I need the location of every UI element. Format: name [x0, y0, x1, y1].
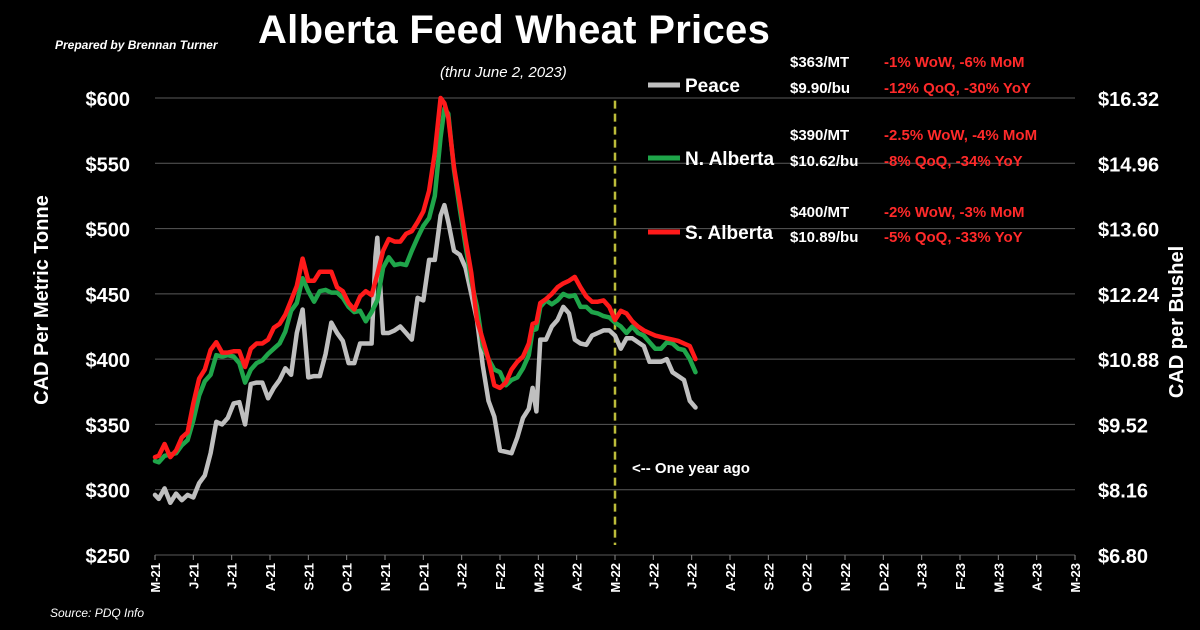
x-tick-label: F-23 [953, 563, 968, 590]
n-alberta-legend-label: N. Alberta [685, 149, 774, 170]
y-tick-label: $300 [86, 481, 131, 503]
peace-series-line [152, 202, 698, 506]
n-alberta-change-short: -2.5% WoW, -4% MoM [884, 127, 1038, 144]
n-alberta-price-mt: $390/MT [790, 127, 850, 144]
x-tick-label: S-22 [761, 563, 776, 590]
y2-tick-label: $10.88 [1098, 350, 1159, 372]
n-alberta-change-long: -8% QoQ, -34% YoY [884, 153, 1023, 170]
n-alberta-annotation-line2: $10.62/bu -8% QoQ, -34% YoY [790, 153, 1023, 170]
x-tick-label: A-21 [263, 563, 278, 591]
x-tick-label: A-22 [723, 563, 738, 591]
peace-change-short: -1% WoW, -6% MoM [884, 54, 1025, 71]
s-alberta-series-line [152, 95, 698, 460]
prepared-by: Prepared by Brennan Turner [55, 38, 218, 52]
x-tick-label: J-22 [646, 563, 661, 589]
peace-change-long: -12% QoQ, -30% YoY [884, 80, 1031, 97]
y-tick-label: $600 [86, 89, 131, 111]
x-tick-label: D-22 [876, 563, 891, 591]
s-alberta-price-mt: $400/MT [790, 204, 850, 221]
x-tick-label: D-21 [416, 563, 431, 591]
peace-legend-label: Peace [685, 76, 740, 97]
chart-subtitle: (thru June 2, 2023) [440, 64, 567, 81]
x-tick-label: N-22 [838, 563, 853, 591]
x-tick-label: M-22 [531, 563, 546, 593]
n-alberta-series-line [152, 106, 698, 465]
x-tick-label: M-22 [608, 563, 623, 593]
x-tick-label: A-23 [1030, 563, 1045, 591]
x-tick-label: J-21 [186, 563, 201, 589]
x-tick-label: J-22 [685, 563, 700, 589]
s-alberta-change-long: -5% QoQ, -33% YoY [884, 229, 1023, 246]
x-tick-label: O-22 [800, 563, 815, 592]
y2-tick-label: $13.60 [1098, 220, 1159, 242]
y-tick-label: $250 [86, 546, 131, 568]
y2-tick-label: $14.96 [1098, 154, 1159, 176]
chart-title: Alberta Feed Wheat Prices [258, 8, 771, 52]
x-tick-label: S-21 [301, 563, 316, 590]
x-tick-label: J-23 [915, 563, 930, 589]
y2-tick-label: $16.32 [1098, 89, 1159, 111]
x-tick-label: A-22 [570, 563, 585, 591]
peace-annotation-line1: $363/MT -1% WoW, -6% MoM [790, 54, 1025, 71]
one-year-ago-label: <-- One year ago [632, 460, 750, 477]
y2-tick-label: $8.16 [1098, 481, 1148, 503]
y-axis-title: CAD Per Metric Tonne [31, 195, 53, 405]
peace-price-mt: $363/MT [790, 54, 850, 71]
y2-axis-title: CAD per Bushel [1166, 246, 1188, 398]
x-tick-label: O-21 [340, 563, 355, 592]
n-alberta-annotation-line1: $390/MT -2.5% WoW, -4% MoM [790, 127, 1037, 144]
x-tick-label: F-22 [493, 563, 508, 590]
y2-tick-label: $9.52 [1098, 415, 1148, 437]
peace-annotation-line2: $9.90/bu -12% QoQ, -30% YoY [790, 80, 1031, 97]
y-tick-label: $450 [86, 285, 131, 307]
y2-tick-label: $12.24 [1098, 285, 1160, 307]
x-tick-label: M-21 [148, 563, 163, 593]
x-tick-label: J-22 [455, 563, 470, 589]
y2-tick-label: $6.80 [1098, 546, 1148, 568]
x-tick-label: M-23 [991, 563, 1006, 593]
y-tick-label: $500 [86, 220, 131, 242]
x-tick-label: J-21 [225, 563, 240, 589]
x-tick-label: M-23 [1068, 563, 1083, 593]
n-alberta-price-bu: $10.62/bu [790, 153, 859, 170]
source-note: Source: PDQ Info [50, 606, 145, 620]
peace-price-bu: $9.90/bu [790, 80, 851, 97]
y-tick-label: $350 [86, 415, 131, 437]
s-alberta-annotation-line1: $400/MT -2% WoW, -3% MoM [790, 204, 1025, 221]
s-alberta-annotation-line2: $10.89/bu -5% QoQ, -33% YoY [790, 229, 1023, 246]
s-alberta-legend-label: S. Alberta [685, 223, 773, 244]
s-alberta-change-short: -2% WoW, -3% MoM [884, 204, 1025, 221]
s-alberta-price-bu: $10.89/bu [790, 229, 859, 246]
x-tick-label: N-21 [378, 563, 393, 591]
y-tick-label: $400 [86, 350, 131, 372]
y-tick-label: $550 [86, 154, 131, 176]
